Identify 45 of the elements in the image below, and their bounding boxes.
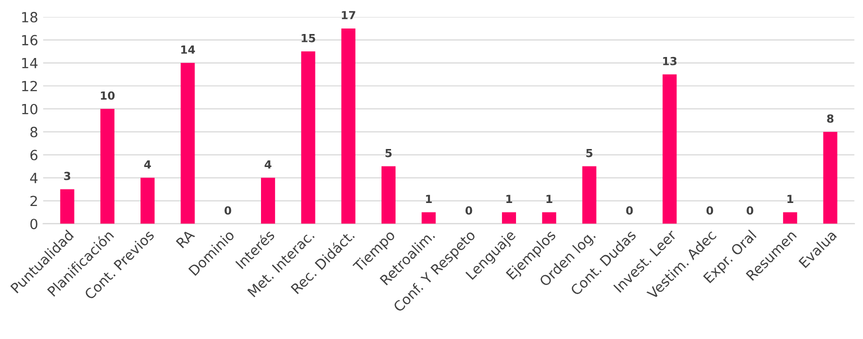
- bar: [502, 212, 516, 224]
- data-label: 1: [788, 194, 794, 203]
- y-tick-label: 18: [22, 12, 38, 22]
- y-tick-label: 8: [30, 126, 38, 138]
- bar: [582, 166, 596, 224]
- data-label: 13: [663, 56, 676, 66]
- data-label: 1: [506, 194, 512, 203]
- bar: [140, 178, 155, 224]
- bar: [180, 62, 195, 224]
- data-label: 0: [626, 206, 633, 215]
- data-label: 8: [827, 114, 834, 123]
- bar: [783, 212, 798, 224]
- data-label: 5: [386, 148, 392, 158]
- data-label: 4: [144, 160, 151, 169]
- bar: [341, 28, 356, 224]
- data-label: 4: [264, 160, 272, 169]
- bar: [381, 166, 396, 224]
- data-label: 10: [100, 91, 115, 100]
- data-label: 5: [586, 148, 592, 158]
- bar: [662, 74, 677, 224]
- data-label: 0: [466, 206, 472, 215]
- y-tick-label: 4: [30, 172, 38, 184]
- data-label: 17: [342, 11, 356, 20]
- data-label: 14: [181, 46, 195, 54]
- bar: [422, 212, 436, 224]
- data-label: 1: [546, 194, 552, 203]
- y-tick-label: 14: [22, 58, 38, 68]
- data-label: 15: [302, 34, 316, 42]
- bar: [823, 132, 838, 224]
- y-tick-label: 0: [30, 218, 38, 230]
- y-tick-label: 2: [30, 196, 37, 206]
- data-label: 3: [64, 172, 70, 180]
- bar: [60, 189, 74, 224]
- y-tick-label: 16: [22, 34, 38, 46]
- data-label: 0: [746, 206, 754, 215]
- bar: [542, 212, 556, 224]
- data-label: 0: [706, 206, 714, 215]
- y-tick-label: 10: [22, 104, 38, 114]
- y-tick-label: 6: [30, 150, 38, 160]
- bar: [261, 178, 276, 224]
- data-label: 1: [426, 194, 432, 203]
- bar: [301, 51, 316, 224]
- y-tick-label: 12: [22, 80, 37, 92]
- bar: [100, 108, 114, 224]
- data-label: 0: [224, 206, 232, 215]
